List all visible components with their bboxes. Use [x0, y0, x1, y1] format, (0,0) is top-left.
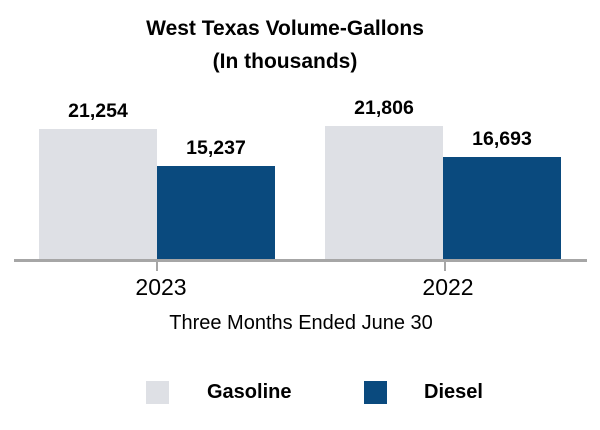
legend-label-gasoline: Gasoline [207, 381, 292, 403]
legend-swatch-diesel [364, 381, 387, 404]
bar-diesel-2023 [157, 166, 275, 259]
category-label-2023: 2023 [135, 274, 187, 300]
bar-gasoline-2022 [325, 126, 443, 259]
value-label-gasoline-2022: 21,806 [354, 97, 414, 119]
x-axis-line [14, 259, 587, 262]
x-axis-tick-2022 [444, 259, 446, 271]
chart-subtitle: (In thousands) [212, 50, 358, 73]
legend-label-diesel: Diesel [424, 381, 483, 403]
bar-gasoline-2023 [39, 129, 157, 259]
legend-swatch-gasoline [146, 381, 169, 404]
x-axis-title: Three Months Ended June 30 [169, 312, 433, 334]
chart-title: West Texas Volume-Gallons [146, 17, 424, 40]
value-label-diesel-2022: 16,693 [472, 128, 532, 150]
chart-title-block: West Texas Volume-Gallons (In thousands) [0, 12, 570, 78]
category-label-2022: 2022 [422, 274, 474, 300]
value-label-diesel-2023: 15,237 [186, 137, 246, 159]
x-axis-tick-2023 [156, 259, 158, 271]
bar-diesel-2022 [443, 157, 561, 259]
value-label-gasoline-2023: 21,254 [68, 100, 128, 122]
